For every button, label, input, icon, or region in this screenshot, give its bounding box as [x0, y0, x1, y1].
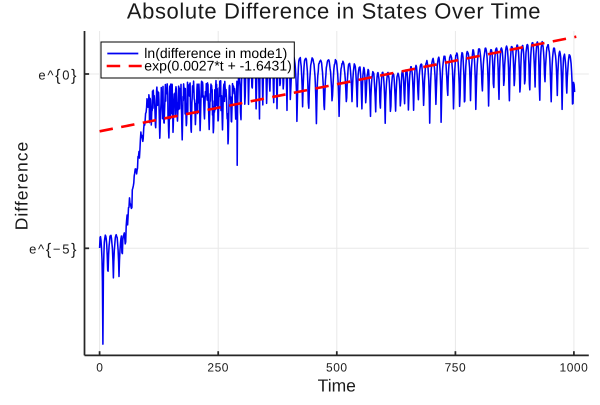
svg-text:Absolute Difference in States: Absolute Difference in States Over Time	[127, 0, 541, 24]
svg-text:750: 750	[445, 361, 467, 375]
svg-text:exp(0.0027*t + -1.6431): exp(0.0027*t + -1.6431)	[144, 58, 291, 74]
svg-text:Difference: Difference	[12, 141, 32, 230]
svg-text:0: 0	[96, 361, 103, 375]
svg-text:e^{−5}: e^{−5}	[29, 241, 78, 258]
svg-text:500: 500	[326, 361, 348, 375]
svg-text:ln(difference in mode1): ln(difference in mode1)	[144, 45, 287, 61]
svg-text:1000: 1000	[560, 361, 589, 375]
svg-text:250: 250	[207, 361, 229, 375]
svg-text:Time: Time	[318, 376, 356, 396]
svg-text:e^{0}: e^{0}	[38, 67, 78, 84]
